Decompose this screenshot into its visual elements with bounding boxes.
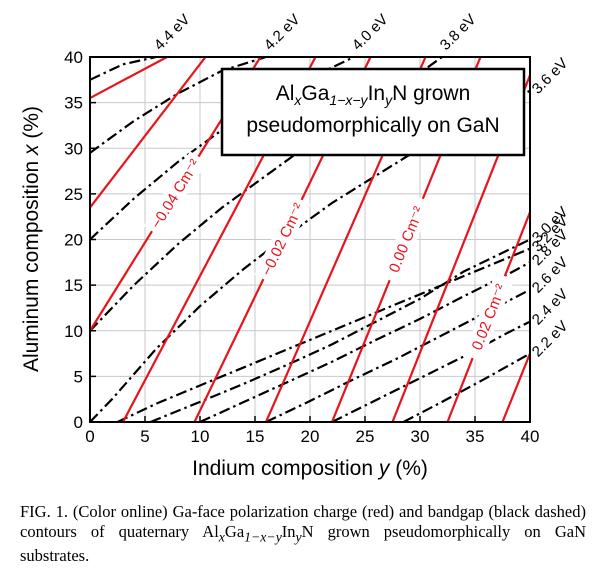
- polarization-label-bg: [143, 151, 208, 237]
- bandgap-contour: [331, 320, 530, 422]
- plot-frame: [89, 56, 531, 423]
- x-tick-label: 25: [356, 427, 375, 446]
- figure-caption: FIG. 1. (Color online) Ga-face polarizat…: [20, 502, 586, 566]
- legend-box: [220, 67, 526, 157]
- y-tick-label: 40: [64, 48, 83, 67]
- x-tick-label: 15: [246, 427, 265, 446]
- legend-line-1: AlxGa1−x−yInyN grown: [276, 82, 471, 108]
- y-axis-label: Aluminum composition x (%): [20, 106, 43, 372]
- x-tick-label: 20: [301, 427, 320, 446]
- x-tick-label: 40: [521, 427, 540, 446]
- bandgap-label: 4.2 eV: [261, 11, 304, 54]
- polarization-label: 0.02 Cm⁻²: [463, 272, 515, 362]
- y-tick-label: 20: [64, 231, 83, 250]
- axis-ticks: 0 5 10 15 20 25 30 35 40 0 5 10 15 20 25 30 35 40: [64, 48, 539, 446]
- bandgap-contour: [117, 247, 530, 422]
- x-axis-label: Indium composition y (%): [192, 457, 428, 480]
- y-tick-label: 5: [74, 367, 83, 386]
- y-tick-label: 10: [64, 322, 83, 341]
- polarization-label-bg: [463, 272, 515, 362]
- y-tick-label: 15: [64, 276, 83, 295]
- bandgap-contour: [402, 352, 530, 422]
- y-tick-label: 30: [64, 139, 83, 158]
- y-tick-label: 35: [64, 94, 83, 113]
- x-tick-label: 0: [85, 427, 94, 446]
- polarization-contour: [90, 57, 207, 209]
- polarization-contour: [90, 57, 168, 100]
- polarization-label-bg: [254, 195, 311, 284]
- contour-chart: AlxGa1−x−yInyN grown pseudomorphically o…: [20, 11, 572, 480]
- y-tick-label: 0: [74, 413, 83, 432]
- bandgap-contour: [90, 57, 157, 81]
- x-tick-label: 35: [466, 427, 485, 446]
- bandgap-label: 3.6 eV: [529, 55, 572, 98]
- polarization-contour: [501, 353, 530, 422]
- bandgap-label: 4.4 eV: [151, 11, 194, 54]
- bandgap-label: 4.0 eV: [349, 11, 392, 54]
- bandgap-label: 3.8 eV: [437, 11, 480, 54]
- polarization-label-bg: [380, 194, 433, 285]
- legend: AlxGa1−x−yInyN grown pseudomorphically o…: [220, 67, 526, 157]
- legend-line-2: pseudomorphically on GaN: [246, 114, 499, 137]
- x-tick-label: 5: [140, 427, 149, 446]
- y-tick-label: 25: [64, 185, 83, 204]
- x-tick-label: 10: [191, 427, 210, 446]
- x-tick-label: 30: [411, 427, 430, 446]
